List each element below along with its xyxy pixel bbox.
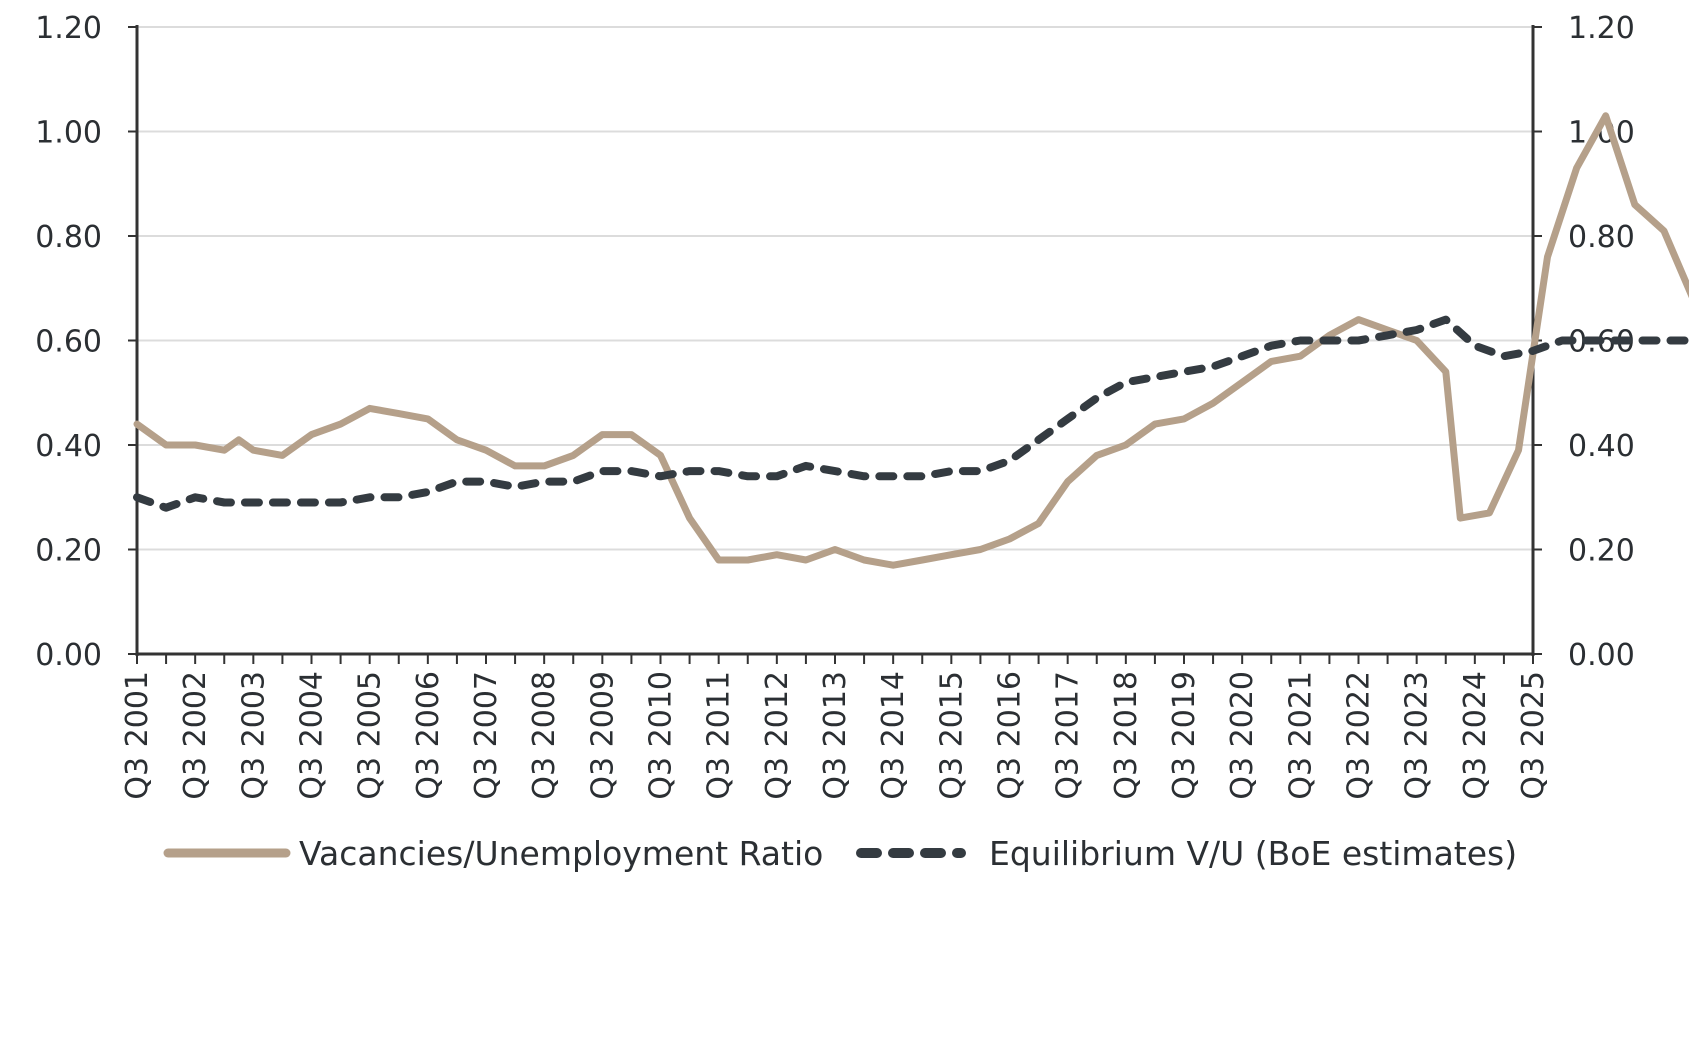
x-tick-label: Q3 2012: [760, 671, 795, 800]
y-tick-label-left: 1.00: [35, 116, 102, 151]
y-tick-label-right: 0.80: [1568, 220, 1635, 255]
x-tick-label: Q3 2009: [585, 671, 620, 800]
y-tick-label-right: 0.40: [1568, 429, 1635, 464]
x-tick-label: Q3 2021: [1283, 671, 1318, 800]
y-tick-label-left: 0.00: [35, 638, 102, 673]
x-tick-label: Q3 2020: [1225, 671, 1260, 800]
y-axis-left-tick-labels: 0.00 0.20 0.40 0.60 0.80 1.00 1.20: [35, 11, 102, 673]
y-tick-label-right: 0.20: [1568, 534, 1635, 569]
x-tick-label: Q3 2024: [1458, 671, 1493, 800]
gridlines: [137, 26, 1533, 551]
y-tick-label-left: 1.20: [35, 11, 102, 46]
x-tick-label: Q3 2004: [295, 671, 330, 800]
x-tick-label: Q3 2010: [644, 671, 679, 800]
x-tick-label: Q3 2003: [236, 671, 271, 800]
y-tick-label-left: 0.20: [35, 534, 102, 569]
x-tick-label: Q3 2001: [120, 671, 155, 800]
x-tick-label: Q3 2002: [178, 671, 213, 800]
legend: Vacancies/Unemployment Ratio Equilibrium …: [163, 834, 1517, 873]
x-tick-label: Q3 2015: [934, 671, 969, 800]
x-tick-label: Q3 2014: [876, 671, 911, 800]
x-tick-label: Q3 2025: [1516, 671, 1551, 800]
series-layer: [133, 112, 1689, 569]
x-tick-label: Q3 2013: [818, 671, 853, 800]
y-tick-label-left: 0.80: [35, 220, 102, 255]
x-tick-label: Q3 2016: [993, 671, 1028, 800]
x-tick-label: Q3 2017: [1051, 671, 1086, 800]
x-tick-label: Q3 2007: [469, 671, 504, 800]
legend-label-vu-ratio: Vacancies/Unemployment Ratio: [299, 834, 823, 873]
y-tick-label-left: 0.60: [35, 325, 102, 360]
x-tick-label: Q3 2022: [1342, 671, 1377, 800]
x-tick-label: Q3 2011: [702, 671, 737, 800]
y-tick-label-right: 1.20: [1568, 11, 1635, 46]
series-line-equilibrium-vu: [133, 315, 1689, 512]
legend-label-equilibrium-vu: Equilibrium V/U (BoE estimates): [989, 834, 1517, 873]
y-tick-label-right: 0.00: [1568, 638, 1635, 673]
series-line-vu-ratio: [133, 112, 1689, 569]
y-tick-label-left: 0.40: [35, 429, 102, 464]
x-tick-label: Q3 2006: [411, 671, 446, 800]
x-tick-label: Q3 2023: [1400, 671, 1435, 800]
x-tick-label: Q3 2008: [527, 671, 562, 800]
x-tick-label: Q3 2018: [1109, 671, 1144, 800]
x-tick-label: Q3 2005: [353, 671, 388, 800]
x-tick-label: Q3 2019: [1167, 671, 1202, 800]
x-axis-tick-labels: Q3 2001 Q3 2002 Q3 2003 Q3 2004 Q3 2005 Q3 20…: [120, 671, 1551, 800]
